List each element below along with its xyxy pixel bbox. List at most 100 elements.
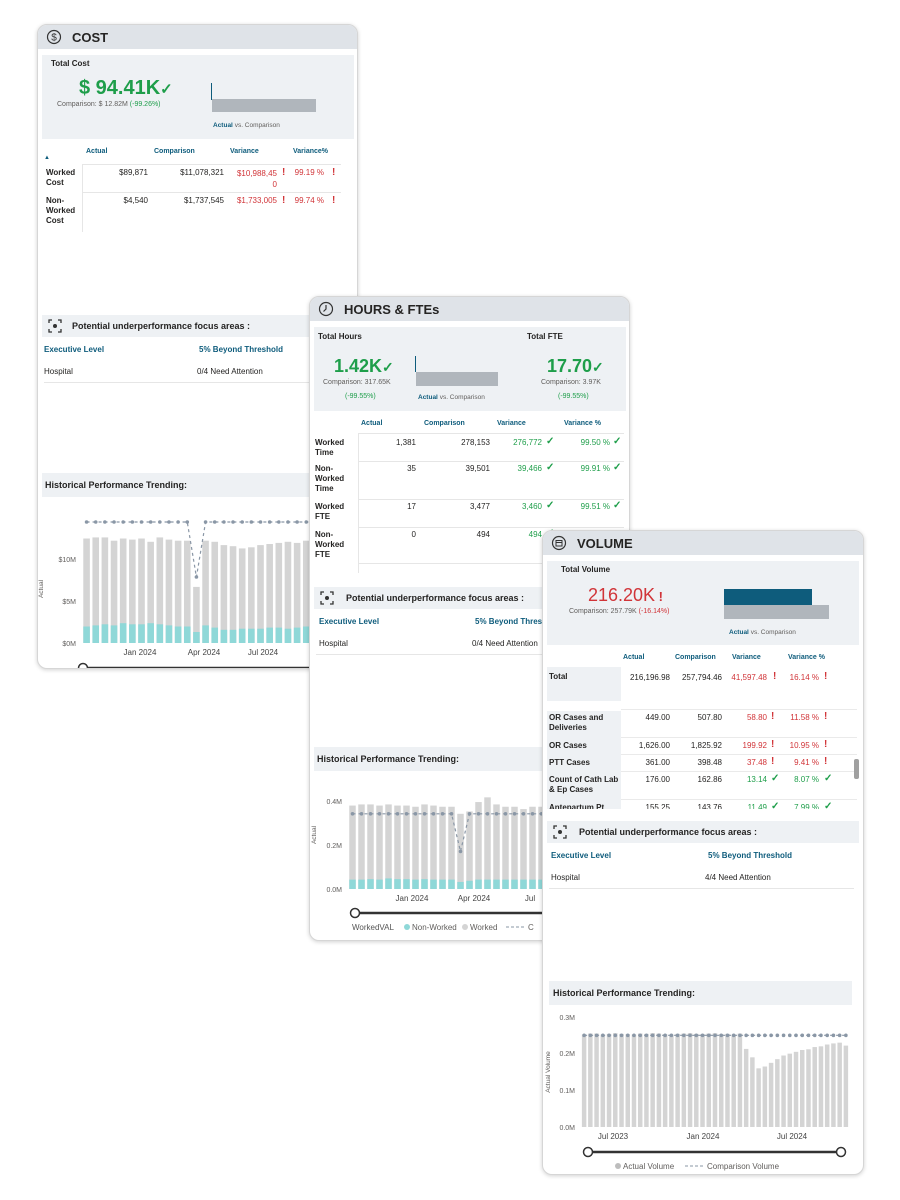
bar[interactable] [349,805,356,889]
bar[interactable] [756,1068,761,1127]
bar-non-worked[interactable] [83,626,90,644]
bar[interactable] [581,1034,587,1127]
bar-non-worked[interactable] [266,627,273,643]
bar-non-worked[interactable] [502,879,509,889]
bar[interactable] [302,540,310,643]
bar[interactable] [493,804,500,889]
comparison-point[interactable] [194,575,199,579]
sort-indicator[interactable]: ▲ [44,155,50,161]
bar[interactable] [606,1033,612,1127]
bar-non-worked[interactable] [293,627,301,643]
bar[interactable] [775,1059,780,1127]
bar[interactable] [725,1033,730,1127]
bar-non-worked[interactable] [174,626,182,644]
bar-non-worked[interactable] [229,629,237,643]
comparison-point[interactable] [231,520,235,524]
legend-item[interactable]: Non-Worked [412,923,457,932]
col-comparison[interactable]: Comparison [424,420,465,427]
bar[interactable] [376,805,383,889]
bar[interactable] [631,1034,637,1127]
comparison-point[interactable] [304,520,309,524]
comparison-point[interactable] [467,812,472,816]
legend-item[interactable]: Actual Volume [623,1162,675,1171]
comparison-point[interactable] [103,520,107,524]
comparison-point[interactable] [663,1033,667,1038]
comparison-point[interactable] [413,812,418,816]
bar-non-worked[interactable] [538,879,545,889]
bar-non-worked[interactable] [358,879,365,889]
range-slider-handle[interactable] [582,1146,594,1158]
comparison-point[interactable] [404,812,409,816]
comparison-point[interactable] [812,1033,817,1038]
comparison-point[interactable] [601,1033,605,1038]
bar-non-worked[interactable] [448,879,455,889]
comparison-point[interactable] [800,1033,805,1038]
bar[interactable] [129,539,136,643]
comparison-point[interactable] [249,520,254,524]
bar[interactable] [193,586,200,643]
comparison-point[interactable] [763,1033,767,1038]
comparison-point[interactable] [148,520,153,524]
comparison-point[interactable] [619,1033,624,1038]
comparison-point[interactable] [825,1033,829,1038]
bar[interactable] [284,541,292,643]
comparison-point[interactable] [775,1033,780,1038]
comparison-point[interactable] [657,1033,661,1038]
bar-non-worked[interactable] [147,623,154,643]
bar[interactable] [706,1033,712,1128]
table-scrollbar[interactable] [854,759,859,779]
bar-non-worked[interactable] [394,879,401,889]
bar[interactable] [430,805,437,889]
comparison-point[interactable] [494,812,499,816]
bar-non-worked[interactable] [156,624,164,643]
bar-non-worked[interactable] [211,627,219,643]
bar[interactable] [174,540,182,643]
bar[interactable] [687,1033,693,1127]
bar[interactable] [837,1042,842,1127]
comparison-point[interactable] [837,1033,842,1038]
comparison-point[interactable] [819,1033,823,1038]
bar-non-worked[interactable] [110,625,118,643]
col-variance-pct[interactable]: Variance % [564,420,601,427]
comparison-point[interactable] [744,1033,748,1038]
range-slider-handle[interactable] [77,662,89,670]
col-threshold[interactable]: 5% Beyond Threshold [475,617,560,626]
bar[interactable] [466,811,473,889]
bar-non-worked[interactable] [238,628,246,643]
comparison-point[interactable] [167,520,171,524]
bar[interactable] [700,1034,705,1127]
comparison-point[interactable] [431,812,436,816]
comparison-point[interactable] [644,1033,649,1038]
comparison-point[interactable] [222,520,226,524]
comparison-point[interactable] [277,520,281,524]
comparison-point[interactable] [669,1033,674,1038]
bar[interactable] [229,546,237,643]
col-actual[interactable]: Actual [361,420,383,427]
legend-item[interactable]: C [528,923,534,932]
comparison-point[interactable] [713,1033,717,1038]
comparison-point[interactable] [130,520,135,524]
bar[interactable] [812,1047,817,1127]
col-actual[interactable]: Actual [86,148,108,155]
comparison-point[interactable] [240,520,244,524]
comparison-point[interactable] [449,812,454,816]
comparison-point[interactable] [359,812,364,816]
bar[interactable] [637,1033,643,1128]
bar[interactable] [806,1049,811,1127]
comparison-point[interactable] [638,1033,643,1038]
comparison-point[interactable] [625,1033,630,1038]
bar[interactable] [138,538,145,644]
col-executive-level[interactable]: Executive Level [319,617,380,626]
bar-non-worked[interactable] [520,879,527,889]
col-variance[interactable]: Variance [230,148,259,155]
bar-non-worked[interactable] [529,879,536,889]
comparison-point[interactable] [582,1033,586,1038]
comparison-point[interactable] [377,812,382,816]
bar[interactable] [257,545,264,643]
comparison-point[interactable] [594,1033,599,1038]
bar[interactable] [731,1034,736,1127]
bar-non-worked[interactable] [275,627,283,643]
bar-non-worked[interactable] [129,624,136,643]
comparison-point[interactable] [756,1033,761,1038]
bar[interactable] [238,548,246,643]
